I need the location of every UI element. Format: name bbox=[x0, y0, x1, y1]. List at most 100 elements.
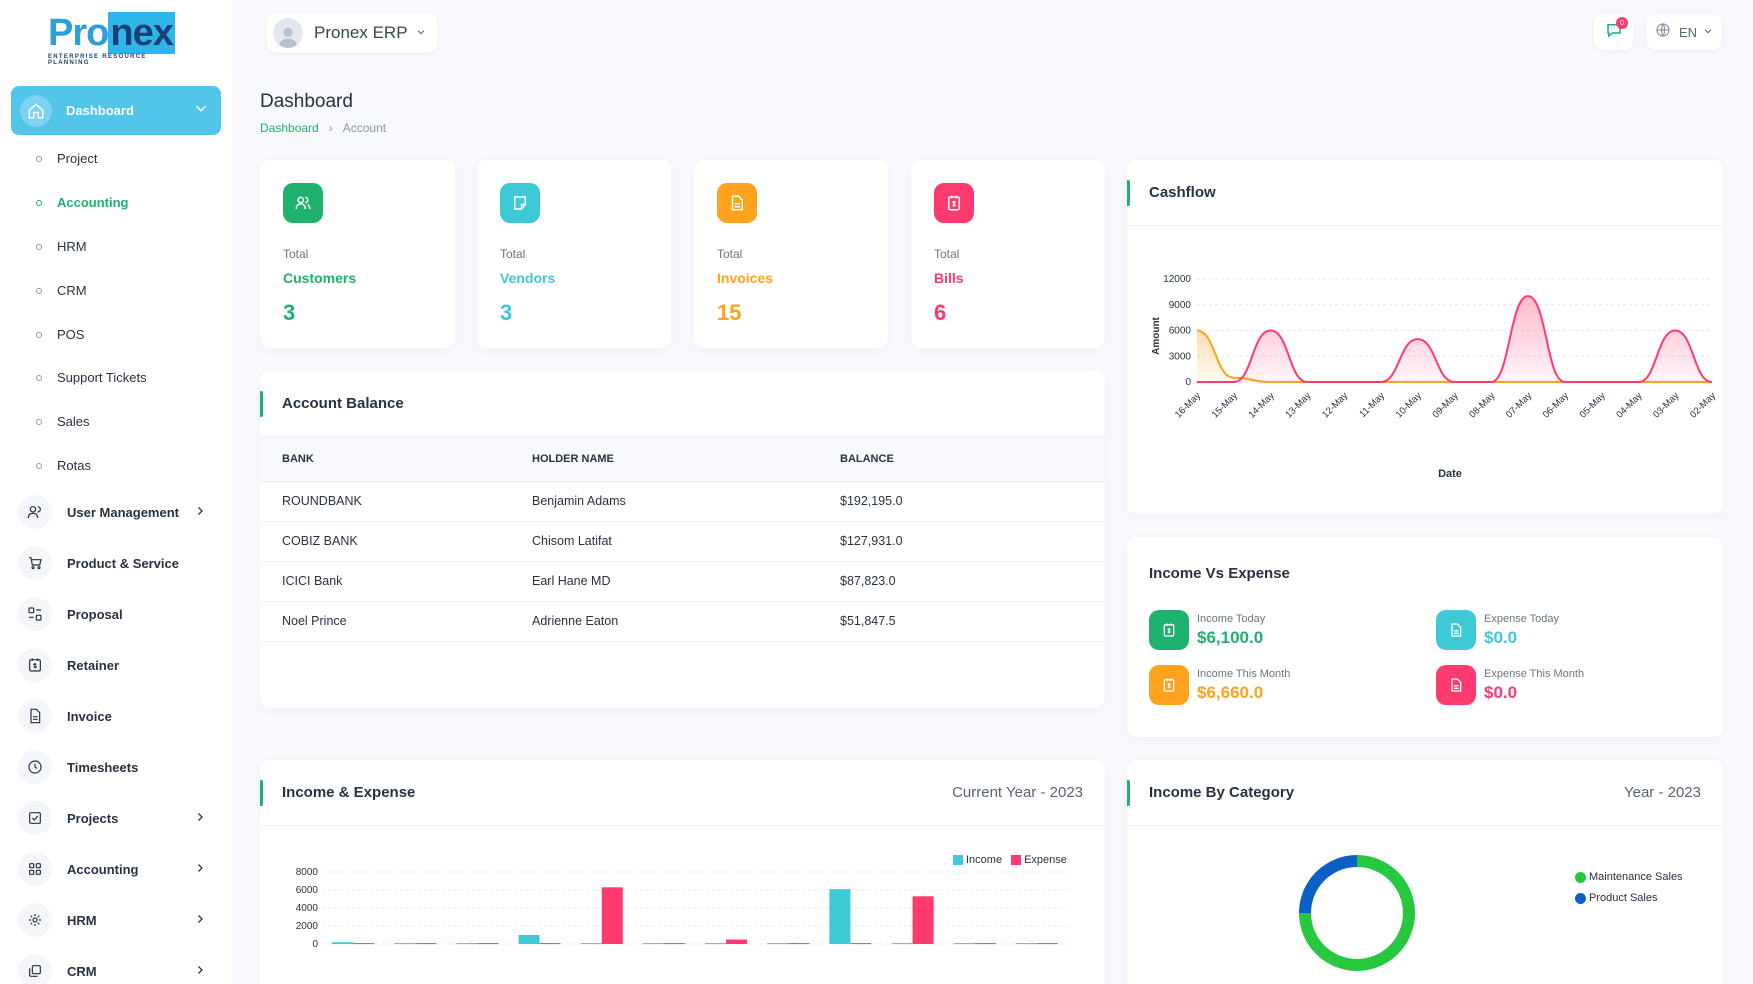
sidebar-item-invoice[interactable]: Invoice bbox=[18, 699, 214, 733]
account-balance-card: Account Balance BANK HOLDER NAME BALANCE… bbox=[260, 371, 1105, 708]
stat-card-customers[interactable]: Total Customers 3 bbox=[260, 160, 455, 348]
bank-cell: Noel Prince bbox=[260, 600, 532, 642]
cashflow-card: Cashflow 12000 9000 6000 3000 0 16-May 15-May… bbox=[1127, 160, 1723, 514]
sidebar-item-retainer[interactable]: Retainer bbox=[18, 648, 214, 682]
workspace-selector[interactable]: Pronex ERP bbox=[267, 13, 437, 53]
chevron-down-icon bbox=[416, 24, 426, 42]
page-title: Dashboard bbox=[260, 91, 353, 112]
grid-icon bbox=[18, 852, 52, 886]
balance-cell: $192,195.0 bbox=[840, 480, 1105, 521]
sidebar-subitem-crm[interactable]: CRM bbox=[36, 283, 87, 298]
sidebar-subitem-hrm[interactable]: HRM bbox=[36, 239, 87, 254]
card-header: Cashflow bbox=[1127, 160, 1723, 226]
logo-text-b: nex bbox=[108, 12, 175, 54]
sidebar-subitem-support-tickets[interactable]: Support Tickets bbox=[36, 370, 147, 385]
sidebar-item-dashboard[interactable]: Dashboard bbox=[11, 86, 221, 135]
chevron-down-icon bbox=[193, 100, 209, 121]
expense-today: Expense Today $0.0 bbox=[1436, 610, 1559, 650]
chevron-right-icon bbox=[194, 811, 206, 826]
bar bbox=[456, 943, 478, 945]
sidebar-subitem-pos[interactable]: POS bbox=[36, 327, 84, 342]
notification-badge: 0 bbox=[1616, 17, 1628, 29]
stat-card-bills[interactable]: Total Bills 6 bbox=[911, 160, 1105, 348]
sidebar: Pronex ENTERPRISE RESOURCE PLANNING Dash… bbox=[0, 0, 232, 984]
balance-cell: $51,847.5 bbox=[840, 600, 1105, 642]
sidebar-item-user-management[interactable]: User Management bbox=[18, 495, 214, 529]
sidebar-item-label: Accounting bbox=[67, 861, 139, 877]
income-expense-chart: 8000 6000 4000 2000 0 bbox=[296, 867, 1068, 950]
table-row[interactable]: COBIZ BANK Chisom Latifat $127,931.0 bbox=[260, 520, 1105, 561]
card-title: Income By Category bbox=[1149, 784, 1295, 801]
bar bbox=[518, 935, 540, 944]
sidebar-subitem-label: Project bbox=[57, 151, 98, 166]
stat-card-invoices[interactable]: Total Invoices 15 bbox=[694, 160, 888, 348]
series-line bbox=[1196, 295, 1713, 383]
card-header: Income & Expense Current Year - 2023 bbox=[260, 760, 1105, 826]
bar bbox=[953, 943, 975, 945]
table-row[interactable]: Noel Prince Adrienne Eaton $51,847.5 bbox=[260, 600, 1105, 642]
x-tick-label: 14-May bbox=[1247, 390, 1277, 420]
accent-bar bbox=[1127, 779, 1130, 806]
legend-item-maintenance: Maintenance Sales bbox=[1575, 871, 1683, 883]
metric-value: $0.0 bbox=[1484, 682, 1518, 702]
chevron-down-icon bbox=[1703, 23, 1713, 41]
sidebar-subitem-label: Support Tickets bbox=[57, 370, 147, 385]
clock-icon bbox=[18, 750, 52, 784]
metric-label: Income This Month bbox=[1197, 667, 1291, 680]
globe-icon bbox=[1655, 22, 1671, 43]
cart-icon bbox=[18, 546, 52, 580]
sidebar-item-label: Product & Service bbox=[67, 555, 179, 571]
sidebar-item-projects[interactable]: Projects bbox=[18, 801, 214, 835]
language-label: EN bbox=[1678, 24, 1698, 40]
expense-this-month: Expense This Month $0.0 bbox=[1436, 665, 1584, 705]
users-icon bbox=[283, 183, 323, 223]
retainer-icon bbox=[18, 648, 52, 682]
bar bbox=[642, 943, 664, 945]
sidebar-item-timesheets[interactable]: Timesheets bbox=[18, 750, 214, 784]
table-row[interactable]: ROUNDBANK Benjamin Adams $192,195.0 bbox=[260, 480, 1105, 521]
file-icon bbox=[717, 183, 757, 223]
sidebar-subitem-label: Sales bbox=[57, 414, 90, 429]
sidebar-subitem-label: HRM bbox=[57, 239, 87, 254]
y-tick-label: 0 bbox=[312, 939, 318, 950]
sidebar-subitem-project[interactable]: Project bbox=[36, 151, 97, 166]
x-tick-label: 15-May bbox=[1210, 390, 1240, 420]
sidebar-subitem-accounting[interactable]: Accounting bbox=[36, 195, 129, 210]
income-vs-expense-card: Income Vs Expense Income Today $6,100.0 E… bbox=[1127, 537, 1723, 737]
sidebar-item-product-service[interactable]: Product & Service bbox=[18, 546, 214, 580]
stat-label: Vendors bbox=[500, 270, 556, 286]
card-title: Cashflow bbox=[1149, 184, 1216, 201]
brand-logo[interactable]: Pronex ENTERPRISE RESOURCE PLANNING bbox=[48, 12, 188, 66]
language-selector[interactable]: EN bbox=[1646, 14, 1722, 50]
sidebar-item-label: Retainer bbox=[67, 657, 120, 673]
metric-value: $6,100.0 bbox=[1197, 627, 1264, 647]
cashflow-chart: 12000 9000 6000 3000 0 16-May 15-May 14-May 13-… bbox=[1151, 274, 1718, 480]
breadcrumb-link-dashboard[interactable]: Dashboard bbox=[260, 121, 319, 135]
sidebar-subitem-rotas[interactable]: Rotas bbox=[36, 458, 91, 473]
sidebar-subitem-sales[interactable]: Sales bbox=[36, 414, 90, 429]
sidebar-item-hrm[interactable]: HRM bbox=[18, 903, 214, 937]
x-tick-label: 06-May bbox=[1541, 390, 1571, 420]
bar bbox=[353, 943, 375, 945]
donut-slice bbox=[1299, 855, 1415, 971]
card-header: Income By Category Year - 2023 bbox=[1127, 760, 1723, 826]
sidebar-item-proposal[interactable]: Proposal bbox=[18, 597, 214, 631]
sidebar-item-crm[interactable]: CRM bbox=[18, 954, 214, 984]
stat-label: Invoices bbox=[717, 270, 774, 286]
sidebar-item-label: Invoice bbox=[67, 708, 112, 724]
card-title: Account Balance bbox=[282, 395, 404, 412]
table-row[interactable]: ICICI Bank Earl Hane MD $87,823.0 bbox=[260, 560, 1105, 601]
legend-label: Product Sales bbox=[1589, 892, 1658, 904]
x-tick-label: 07-May bbox=[1504, 390, 1534, 420]
sidebar-item-accounting[interactable]: Accounting bbox=[18, 852, 214, 886]
bullet-icon bbox=[36, 287, 42, 294]
bar bbox=[394, 943, 416, 945]
bar bbox=[829, 889, 851, 944]
stat-card-vendors[interactable]: Total Vendors 3 bbox=[477, 160, 671, 348]
card-title: Income Vs Expense bbox=[1149, 565, 1290, 582]
messages-button[interactable]: 0 bbox=[1594, 14, 1634, 50]
bar bbox=[663, 943, 685, 945]
y-tick-label: 2000 bbox=[296, 921, 319, 932]
sidebar-item-label: Dashboard bbox=[66, 103, 134, 118]
income-this-month: Income This Month $6,660.0 bbox=[1149, 665, 1290, 705]
